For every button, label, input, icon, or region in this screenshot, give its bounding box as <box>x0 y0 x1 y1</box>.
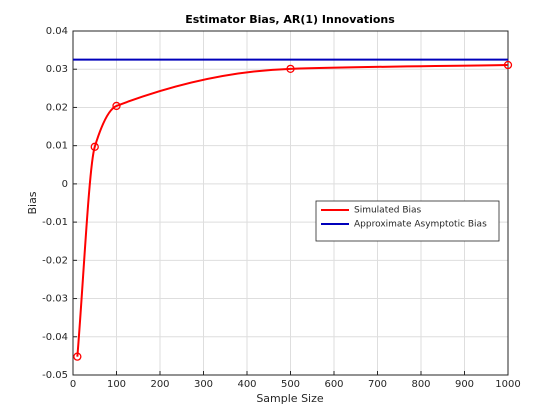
legend: Simulated Bias Approximate Asymptotic Bia… <box>315 200 500 242</box>
y-tick-label: 0.01 <box>46 141 68 152</box>
chart-title: Estimator Bias, AR(1) Innovations <box>185 13 395 26</box>
x-tick-label: 800 <box>411 379 430 390</box>
x-tick-label: 100 <box>107 379 126 390</box>
data-point <box>503 60 513 70</box>
y-tick-label: 0.04 <box>46 26 68 37</box>
y-tick-label: 0 <box>62 179 68 190</box>
legend-label: Approximate Asymptotic Bias <box>354 220 487 230</box>
y-tick-label: -0.03 <box>42 294 68 305</box>
axes-box <box>72 30 509 376</box>
x-tick-label: 200 <box>150 379 169 390</box>
x-tick-label: 900 <box>455 379 474 390</box>
y-tick-label: -0.05 <box>42 370 68 381</box>
y-tick-label: -0.04 <box>42 332 68 343</box>
x-axis-label: Sample Size <box>256 392 324 405</box>
x-tick-label: 400 <box>237 379 256 390</box>
x-tick-label: 500 <box>281 379 300 390</box>
y-tick-label: -0.02 <box>42 255 68 266</box>
data-point <box>90 142 99 151</box>
x-tick-label: 600 <box>324 379 343 390</box>
data-point <box>112 101 121 111</box>
x-tick-label: 0 <box>70 379 76 390</box>
x-tick-label: 700 <box>368 379 387 390</box>
y-tick-label: 0.03 <box>46 64 68 75</box>
x-tick-label: 300 <box>194 379 213 390</box>
legend-label: Simulated Bias <box>354 206 422 216</box>
series-line <box>76 64 509 357</box>
y-tick-label: 0.02 <box>46 102 68 113</box>
y-tick-label: -0.01 <box>42 217 68 228</box>
x-tick-label: 1000 <box>495 379 520 390</box>
data-point <box>286 64 295 73</box>
y-axis-label: Bias <box>26 191 39 214</box>
legend-box <box>315 200 500 242</box>
data-point <box>73 352 82 361</box>
